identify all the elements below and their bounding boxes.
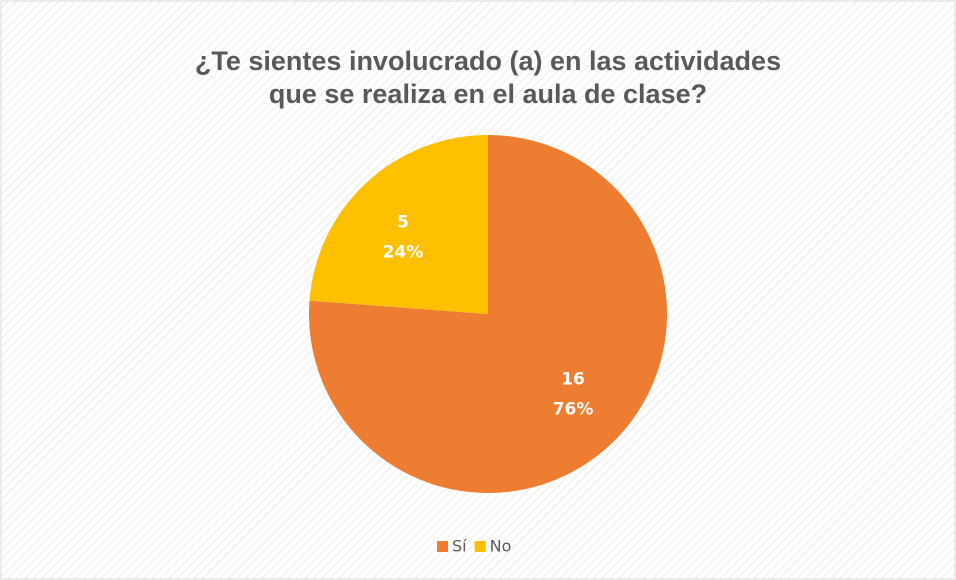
data-label: 16	[561, 370, 585, 390]
legend-swatch	[437, 541, 448, 552]
chart-title: ¿Te sientes involucrado (a) en las activ…	[195, 46, 781, 76]
legend-swatch	[474, 541, 486, 552]
pie-slice	[309, 135, 488, 314]
data-label: 76%	[553, 400, 594, 420]
data-label: 5	[397, 212, 409, 232]
data-label: 24%	[383, 242, 424, 262]
legend-label: No	[490, 537, 512, 556]
legend-label: Sí	[452, 537, 467, 556]
chart-title: que se realiza en el aula de clase?	[269, 79, 707, 109]
